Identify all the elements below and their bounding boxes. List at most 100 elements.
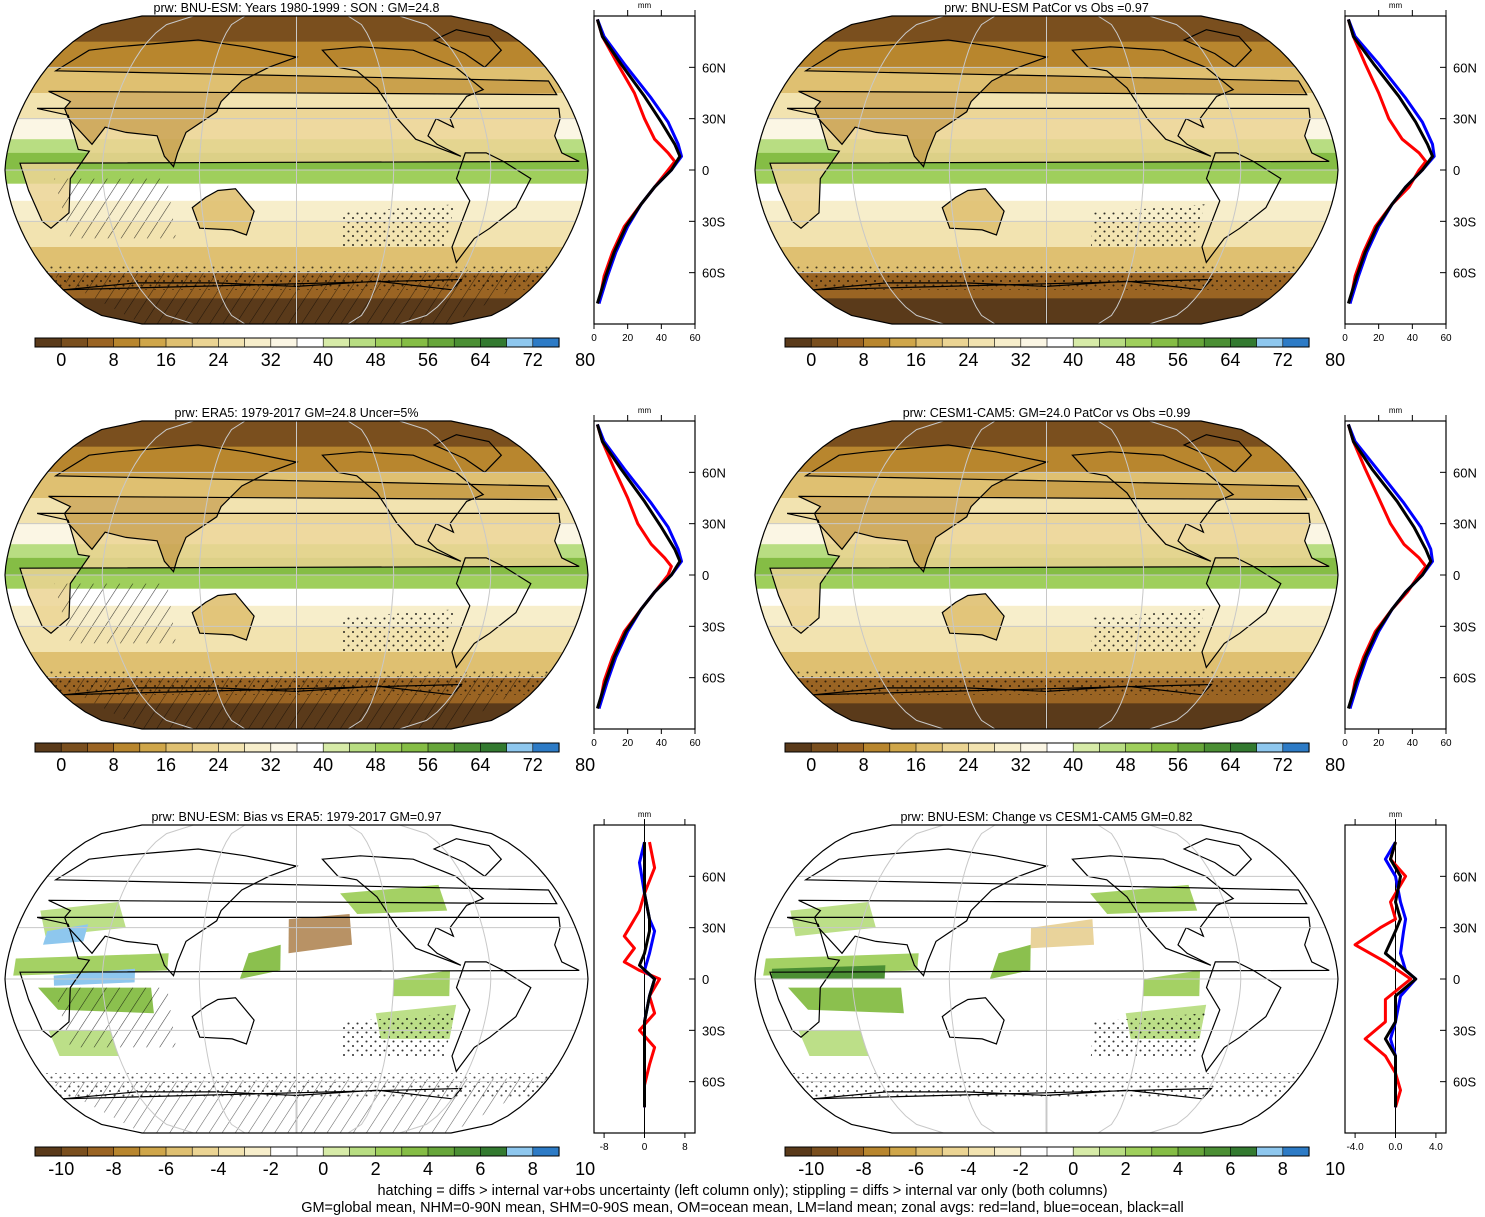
colorbar-label: 24 (208, 755, 228, 775)
panel-title: prw: BNU-ESM: Bias vs ERA5: 1979-2017 GM… (151, 810, 441, 824)
colorbar-label: 16 (906, 350, 926, 370)
profile-lat-label: 30N (1453, 112, 1477, 127)
colorbar-swatch (191, 742, 219, 753)
profile-x-tick: 40 (1407, 333, 1419, 344)
map-outline (754, 420, 1339, 730)
colorbar-label: 10 (1325, 1159, 1345, 1179)
colorbar-swatch (1282, 1146, 1310, 1157)
panel-title: prw: BNU-ESM: Years 1980-1999 : SON : GM… (154, 1, 440, 15)
colorbar-label: 80 (1325, 755, 1345, 775)
colorbar-label: 64 (470, 350, 490, 370)
map-field (5, 16, 588, 324)
colorbar-label: 8 (859, 350, 869, 370)
colorbar-label: 2 (371, 1159, 381, 1179)
profile-lat-label: 60N (702, 465, 726, 480)
coastline-africa (769, 916, 1330, 1038)
colorbar-label: 48 (1116, 350, 1136, 370)
colorbar-swatch (863, 337, 891, 348)
colorbar-swatch (941, 1146, 970, 1157)
profile-x-tick: 0 (591, 738, 597, 749)
graticule (5, 421, 588, 729)
colorbar-swatch (1099, 1146, 1127, 1157)
profile-lat-label: 60S (1453, 1075, 1476, 1090)
coastline-samerica (1201, 152, 1282, 264)
map-panel-2: prw: BNU-ESM PatCor vs Obs =0.97 (754, 1, 1339, 325)
colorbar-swatch (349, 1146, 377, 1157)
stippling (1090, 204, 1205, 247)
colorbar-4: 0 8 16 24 32 40 48 56 64 72 80 (784, 742, 1345, 775)
colorbar-swatch (915, 1146, 943, 1157)
colorbar-label: 4 (423, 1159, 433, 1179)
colorbar-swatch (218, 1146, 246, 1157)
colorbar-swatch (480, 1146, 508, 1157)
colorbar-swatch (1151, 337, 1179, 348)
zonal-profile-3: 0 20 40 60 mm 60N 30N 0 30S 60S (591, 406, 726, 749)
colorbar-swatch (1020, 742, 1048, 753)
zonal-profile-5: -8 0 8 mm 60N 30N 0 30S 60S (593, 810, 726, 1153)
all-mean-line (1346, 423, 1433, 709)
colorbar-swatch (401, 1146, 429, 1157)
zonal-profile-2: 0 20 40 60 mm 60N 30N 0 30S 60S (1342, 1, 1477, 344)
colorbar-swatch (1203, 742, 1231, 753)
colorbar-swatch (270, 337, 298, 348)
colorbar-label: -10 (798, 1159, 824, 1179)
coastline-samerica (451, 152, 532, 264)
graticule (755, 825, 1338, 1133)
colorbar-swatch (165, 1146, 193, 1157)
colorbar-label: -2 (263, 1159, 279, 1179)
colorbar-swatch (1046, 742, 1074, 753)
coastline-namerica (1071, 451, 1235, 562)
profile-lat-label: 30S (1453, 1023, 1476, 1038)
colorbar-swatch (1256, 337, 1284, 348)
colorbar-label: 56 (1168, 755, 1188, 775)
profile-lat-label: 30N (702, 112, 726, 127)
coastline-namerica (1071, 46, 1235, 157)
colorbar-label: 8 (109, 350, 119, 370)
land-mean-line (622, 841, 662, 1108)
colorbar-swatch (994, 1146, 1022, 1157)
colorbar-label: 56 (418, 350, 438, 370)
hatching (54, 987, 176, 1048)
coastline-africa (769, 512, 1330, 634)
colorbar-label: 40 (313, 350, 333, 370)
colorbar-swatch (863, 1146, 891, 1157)
colorbar-label: 8 (109, 755, 119, 775)
colorbar-swatch (87, 1146, 115, 1157)
colorbar-swatch (1203, 1146, 1231, 1157)
colorbar-swatch (1020, 1146, 1048, 1157)
all-mean-line (595, 423, 682, 709)
colorbar-swatch (1230, 742, 1258, 753)
colorbar-swatch (1203, 337, 1231, 348)
map-field (755, 825, 1338, 1133)
coastline-samerica (1201, 557, 1282, 669)
profile-frame (1344, 420, 1447, 730)
map-panel-1: prw: BNU-ESM: Years 1980-1999 : SON : GM… (4, 1, 589, 325)
profile-x-tick: 8 (682, 1142, 688, 1153)
colorbar-label: 6 (475, 1159, 485, 1179)
colorbar-label: 0 (806, 350, 816, 370)
profile-lat-label: 60S (702, 266, 725, 281)
colorbar-swatch (1125, 742, 1153, 753)
profile-x-tick: 20 (622, 738, 634, 749)
colorbar-1: 0 8 16 24 32 40 48 56 64 72 80 (34, 337, 595, 370)
colorbar-label: 72 (523, 350, 543, 370)
colorbar-swatch (165, 742, 193, 753)
all-mean-line (1346, 18, 1434, 304)
profile-x-tick: 60 (1440, 333, 1452, 344)
colorbar-swatch (1151, 1146, 1179, 1157)
profile-lat-label: 60S (1453, 266, 1476, 281)
zonal-profile-4: 0 20 40 60 mm 60N 30N 0 30S 60S (1342, 406, 1477, 749)
profile-lat-label: 30N (1453, 921, 1477, 936)
colorbar-swatch (480, 742, 508, 753)
profile-lat-label: 60S (702, 671, 725, 686)
profile-lat-label: 30S (702, 214, 725, 229)
profile-lat-label: 0 (1453, 163, 1460, 178)
colorbar-swatch (87, 742, 115, 753)
colorbar-swatch (837, 1146, 865, 1157)
colorbar-swatch (810, 742, 839, 753)
stippling (340, 1013, 455, 1056)
colorbar-swatch (322, 742, 351, 753)
map-field (5, 825, 588, 1133)
colorbar-label: 56 (1168, 350, 1188, 370)
colorbar-swatch (784, 1146, 812, 1157)
